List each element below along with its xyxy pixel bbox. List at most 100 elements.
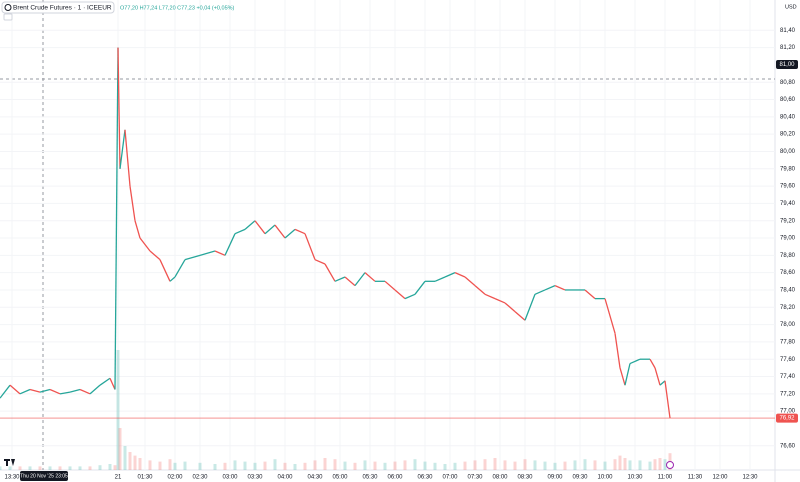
symbol-title[interactable]: Brent Crude Futures · 1 · ICEEUR (13, 5, 112, 12)
volume-bar (283, 462, 287, 470)
price-segment (174, 259, 186, 278)
x-tick-label: 10:00 (597, 475, 613, 481)
price-segment (524, 294, 536, 321)
price-segment (444, 272, 456, 278)
volume-bar (78, 466, 82, 470)
price-segment (124, 129, 131, 187)
volume-bar (343, 461, 347, 470)
price-segment (304, 233, 316, 260)
volume-bar (658, 458, 662, 470)
volume-bar (123, 446, 127, 470)
price-segment (324, 263, 336, 282)
y-tick-label: 80,00 (780, 149, 796, 155)
volume-bar (253, 462, 257, 470)
volume-bar (303, 462, 307, 470)
price-segment (119, 129, 126, 169)
price-segment (214, 250, 226, 256)
last-price-box (776, 413, 798, 423)
price-segment (554, 285, 566, 291)
currency[interactable]: USD (785, 4, 797, 10)
price-segment (384, 280, 396, 291)
price-segment (159, 259, 171, 282)
price-segment (534, 289, 546, 295)
y-tick-label: 80,60 (780, 97, 796, 103)
y-tick-label: 79,60 (780, 184, 796, 190)
price-segment (514, 311, 526, 321)
x-tick-label: 01:30 (137, 475, 153, 481)
x-tick-label: 05:30 (362, 475, 378, 481)
volume-bar (128, 452, 132, 470)
volume-bar (393, 461, 397, 470)
volume-bar (593, 460, 597, 470)
y-tick-label: 80,80 (780, 80, 796, 86)
price-segment (434, 276, 446, 282)
volume-bar (663, 459, 667, 470)
volume-bar (433, 462, 437, 470)
volume-bar (8, 466, 12, 470)
price-segment (129, 186, 136, 221)
price-segment (584, 289, 596, 300)
x-tick-label: 03:30 (247, 475, 263, 481)
price-segment (484, 293, 496, 300)
price-segment (474, 285, 486, 295)
volume-bar (173, 462, 177, 470)
y-tick-label: 80,40 (780, 114, 796, 120)
y-tick-label: 77,60 (780, 357, 796, 363)
x-tick-label: 08:30 (517, 475, 533, 481)
ohlc-values: O77,20 H77,24 L77,20 C77,23 +0,04 (+0,05… (120, 5, 235, 11)
volume-bar (543, 461, 547, 470)
volume-bar (383, 462, 387, 470)
price-segment (504, 302, 516, 313)
price-segment (149, 250, 161, 261)
price-segment (294, 228, 306, 235)
x-tick-label: 13:30 (4, 475, 20, 481)
collapse-button[interactable] (3, 13, 13, 21)
volume-bar (108, 464, 112, 470)
price-segment (654, 367, 661, 386)
price-segment (629, 358, 641, 365)
x-tick-label: 11:30 (688, 475, 703, 481)
y-tick-label: 77,80 (780, 339, 796, 345)
volume-bar (213, 464, 217, 470)
volume-bar (413, 459, 417, 470)
x-tick-label: 06:00 (387, 475, 403, 481)
x-tick-label: 21 (115, 475, 122, 481)
event-marker[interactable] (666, 461, 674, 469)
volume-bar (88, 466, 92, 470)
price-segment (364, 272, 376, 282)
price-segment (19, 388, 31, 395)
volume-bar (573, 460, 577, 470)
x-tick-label: 04:30 (307, 475, 323, 481)
volume-bar (148, 460, 152, 470)
y-tick-label: 77,20 (780, 391, 796, 397)
price-segment (59, 391, 71, 395)
volume-bar (513, 461, 517, 470)
volume-bar (198, 462, 202, 470)
x-tick-label: 02:00 (167, 475, 183, 481)
price-segment (109, 377, 116, 390)
volume-bar (38, 466, 42, 470)
symbol-box[interactable] (1, 1, 115, 14)
y-tick-label: 78,40 (780, 288, 796, 294)
x-tick-label: 08:00 (492, 475, 508, 481)
volume-bar (116, 350, 120, 470)
price-segment (544, 285, 556, 291)
volume-bar (293, 464, 297, 470)
volume-bar (493, 458, 497, 470)
volume-bar (118, 428, 122, 470)
volume-bar (443, 464, 447, 470)
logo (4, 459, 15, 466)
x-tick-label: 06:30 (417, 475, 433, 481)
volume-bar (638, 460, 642, 470)
crosshair-time-box (20, 471, 68, 481)
price-segment (99, 377, 111, 386)
volume-bar (483, 459, 487, 470)
price-segment (414, 280, 426, 295)
y-tick-label: 78,60 (780, 270, 796, 276)
price-segment (117, 47, 121, 169)
price-segment (334, 276, 346, 282)
volume-bar (648, 461, 652, 470)
price-segment (464, 276, 476, 287)
